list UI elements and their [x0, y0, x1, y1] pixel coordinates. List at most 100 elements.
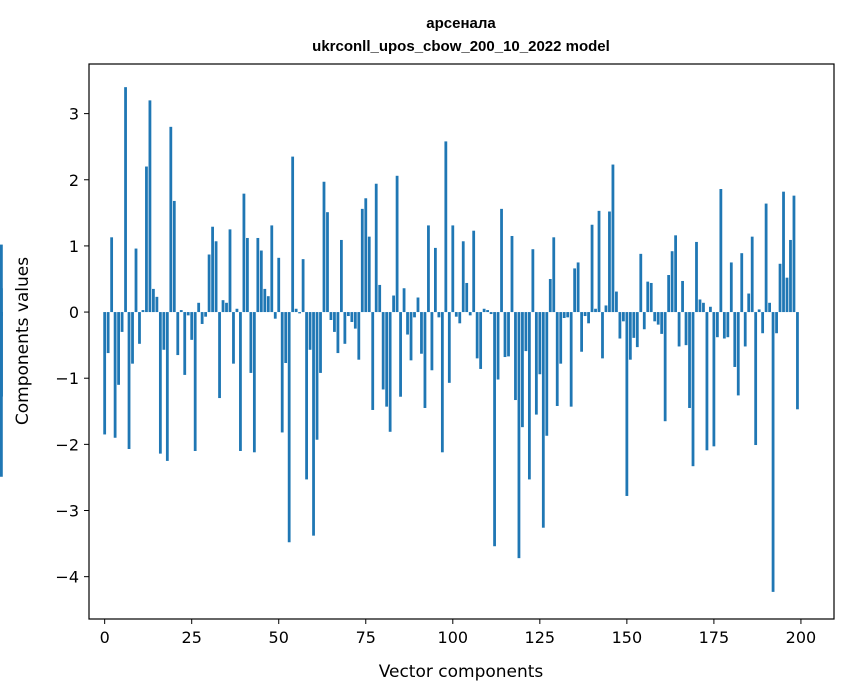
- bar: [399, 312, 402, 397]
- bar: [778, 263, 782, 313]
- bar: [326, 212, 329, 313]
- bar: [580, 312, 583, 352]
- bar: [719, 189, 723, 313]
- bar: [312, 312, 315, 536]
- bar: [451, 225, 455, 313]
- y-tick-label: 1: [69, 237, 79, 256]
- bar: [454, 312, 458, 317]
- bar: [715, 312, 719, 338]
- bar: [148, 100, 152, 313]
- bar: [329, 312, 333, 320]
- bar: [273, 312, 277, 319]
- bar: [503, 312, 507, 358]
- bar: [566, 312, 570, 318]
- bar: [207, 254, 211, 313]
- bar: [381, 312, 385, 390]
- bar: [517, 312, 521, 559]
- bar: [0, 312, 3, 477]
- bar: [211, 226, 214, 313]
- bar: [489, 312, 493, 315]
- bar: [611, 164, 615, 313]
- bar: [113, 312, 117, 438]
- bar: [378, 284, 382, 313]
- bar: [702, 302, 705, 313]
- bar: [402, 288, 406, 313]
- bar: [228, 229, 232, 313]
- bar: [158, 312, 162, 454]
- bar: [479, 312, 483, 369]
- bar: [280, 312, 284, 433]
- bar: [764, 203, 768, 313]
- bar: [601, 312, 604, 359]
- bar: [106, 312, 110, 354]
- bar: [538, 312, 542, 375]
- bar: [131, 312, 134, 364]
- bar: [548, 278, 552, 313]
- bar: [350, 312, 354, 322]
- bar: [193, 312, 197, 451]
- bar: [392, 295, 396, 313]
- bar: [531, 249, 535, 313]
- bar: [200, 312, 204, 324]
- x-tick-label: 25: [182, 628, 202, 647]
- bar: [597, 210, 601, 313]
- bar: [0, 288, 3, 313]
- bar: [134, 248, 138, 313]
- bar: [705, 312, 709, 451]
- bar: [179, 310, 183, 313]
- y-tick-label: −2: [55, 435, 79, 454]
- bar: [357, 312, 361, 360]
- bar: [729, 262, 733, 313]
- bar: [197, 302, 201, 313]
- bar: [353, 312, 357, 329]
- bar: [500, 208, 503, 313]
- bar: [423, 312, 427, 408]
- bar: [277, 257, 281, 313]
- bar: [608, 211, 611, 313]
- bar: [615, 291, 618, 313]
- bar: [172, 200, 176, 313]
- bar: [406, 312, 409, 335]
- bar: [409, 312, 413, 361]
- bar: [510, 235, 514, 313]
- bar: [792, 195, 796, 313]
- y-tick-label: 0: [69, 303, 79, 322]
- bar: [152, 288, 155, 313]
- bar: [434, 247, 437, 313]
- bar: [796, 312, 799, 410]
- bar: [653, 312, 657, 322]
- bar: [315, 312, 319, 440]
- bar: [656, 312, 660, 325]
- bar: [298, 312, 302, 314]
- x-tick-label: 175: [699, 628, 730, 647]
- bar: [646, 281, 650, 313]
- bar: [186, 312, 190, 316]
- bar: [736, 312, 740, 396]
- bar: [259, 250, 263, 313]
- bar: [333, 312, 336, 332]
- bar: [507, 312, 510, 357]
- bar: [726, 312, 730, 338]
- bar: [360, 208, 364, 313]
- bar: [249, 312, 253, 373]
- bar: [340, 239, 343, 313]
- bar: [221, 300, 225, 313]
- x-tick-label: 50: [269, 628, 289, 647]
- bar: [514, 312, 517, 401]
- bar: [635, 312, 639, 348]
- bar: [482, 308, 486, 313]
- bar: [754, 312, 758, 446]
- bar: [618, 312, 622, 339]
- bar: [684, 312, 688, 346]
- bar: [750, 236, 754, 313]
- bar: [420, 312, 423, 354]
- bar: [117, 312, 120, 385]
- bar: [722, 312, 726, 339]
- bar: [782, 191, 785, 313]
- bar: [110, 237, 114, 313]
- plot-frame: [88, 63, 835, 620]
- x-axis-label: Vector components: [379, 662, 544, 682]
- bar: [587, 312, 590, 324]
- bar: [388, 312, 392, 432]
- x-tick-label: 0: [100, 628, 110, 647]
